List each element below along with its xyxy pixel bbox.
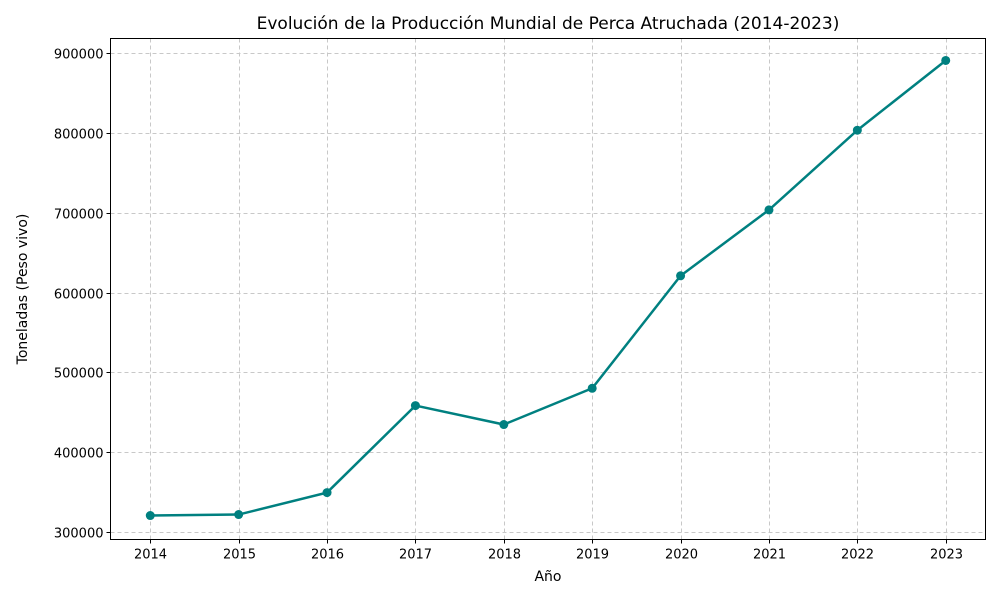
data-point [941,55,951,65]
data-point [145,511,155,521]
grid [110,38,986,540]
y-tick-label: 500000 [54,367,104,382]
x-axis-label: Año [534,569,561,585]
x-tick-label: 2019 [576,548,609,563]
plot-frame [110,38,986,540]
x-tick-label: 2022 [841,548,874,563]
data-point [764,205,774,215]
data-point [322,488,332,498]
series-line [150,59,947,517]
y-tick-label: 400000 [54,447,104,462]
series-line-group [145,55,951,521]
data-point [852,125,862,135]
x-tick-label: 2021 [753,548,786,563]
y-axis: 300000 400000 500000 600000 700000 800000 9000… [54,48,111,542]
x-tick-label: 2018 [488,548,521,563]
y-tick-label: 900000 [54,48,104,63]
x-tick-label: 2014 [134,548,167,563]
data-point [410,401,420,411]
data-point [234,510,244,520]
y-axis-label: Toneladas (Peso vivo) [15,214,31,366]
y-tick-label: 300000 [54,527,104,542]
x-tick-label: 2016 [311,548,344,563]
x-tick-label: 2020 [665,548,698,563]
y-tick-label: 600000 [54,288,104,303]
y-tick-label: 700000 [54,208,104,223]
y-tick-label: 800000 [54,128,104,143]
x-tick-label: 2017 [399,548,432,563]
chart-title: Evolución de la Producción Mundial de Pe… [257,14,840,34]
x-tick-label: 2015 [223,548,256,563]
data-point [587,383,597,393]
x-axis: 2014 2015 2016 2017 2018 2019 2020 2021 2022 2023 [134,539,963,563]
data-point [676,271,686,281]
x-tick-label: 2023 [930,548,963,563]
data-point [499,420,509,430]
